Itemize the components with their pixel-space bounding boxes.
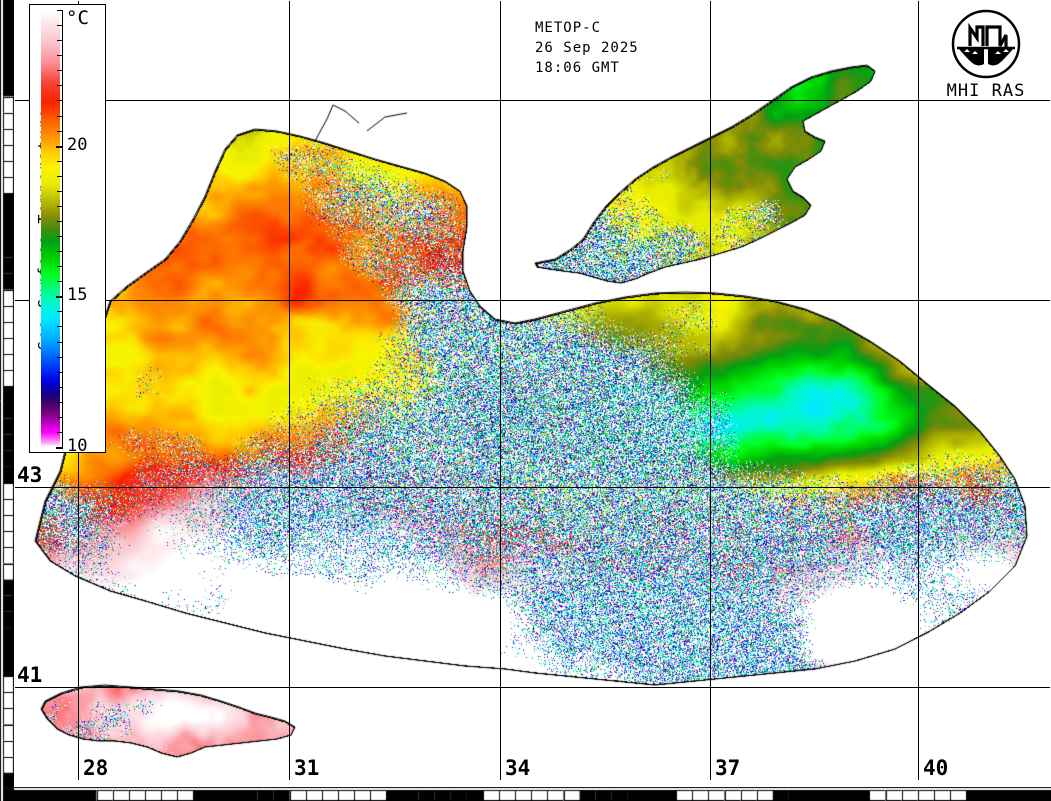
colorbar-tick bbox=[56, 145, 63, 148]
colorbar-tick-label: 15 bbox=[67, 285, 88, 306]
colorbar-tick bbox=[57, 326, 63, 328]
acquisition-date: 26 Sep 2025 bbox=[535, 40, 639, 56]
colorbar-tick bbox=[56, 447, 63, 449]
colorbar-tick bbox=[57, 371, 63, 373]
colorbar-tick bbox=[57, 281, 63, 283]
colorbar-tick bbox=[57, 356, 63, 358]
colorbar-tick-label: 20 bbox=[67, 134, 88, 155]
sst-raster-image bbox=[15, 1, 1050, 780]
longitude-tick-label: 34 bbox=[505, 756, 531, 780]
colorbar-tick bbox=[57, 115, 63, 117]
gridline-horizontal bbox=[15, 687, 1050, 688]
colorbar-tick bbox=[57, 190, 63, 192]
colorbar-tick bbox=[57, 130, 63, 132]
latitude-tick-label: 43 bbox=[17, 463, 43, 487]
longitude-tick-label: 37 bbox=[715, 756, 741, 780]
colorbar-tick bbox=[57, 311, 63, 313]
gridline-horizontal bbox=[15, 100, 1050, 101]
colorbar-tick bbox=[57, 85, 63, 87]
colorbar-tick-label: 10 bbox=[67, 436, 88, 456]
colorbar-tick bbox=[57, 205, 63, 207]
gridline-vertical bbox=[289, 1, 290, 780]
gridline-horizontal bbox=[15, 487, 1050, 488]
longitude-tick-label: 28 bbox=[83, 756, 109, 780]
colorbar-tick bbox=[57, 251, 63, 253]
colorbar-tick bbox=[57, 25, 63, 27]
left-ruler-scale bbox=[0, 0, 14, 801]
colorbar-tick bbox=[57, 266, 63, 268]
colorbar-tick bbox=[57, 55, 63, 57]
colorbar-tick bbox=[57, 160, 63, 162]
gridline-vertical bbox=[710, 1, 711, 780]
colorbar-tick bbox=[57, 341, 63, 343]
colorbar-tick bbox=[57, 236, 63, 237]
organization-abbr: MHI RAS bbox=[946, 81, 1026, 101]
acquisition-time: 18:06 GMT bbox=[535, 60, 620, 76]
colorbar-tick bbox=[57, 40, 63, 42]
colorbar-tick bbox=[57, 100, 63, 102]
organization-logo: MHI RAS bbox=[930, 8, 1042, 100]
gridline-vertical bbox=[500, 1, 501, 780]
map-plot-area bbox=[15, 1, 1050, 780]
colorbar-tick bbox=[57, 10, 63, 11]
colorbar-tick bbox=[56, 296, 63, 299]
mhi-ras-emblem-icon bbox=[951, 9, 1021, 79]
colorbar-tick bbox=[57, 416, 63, 418]
colorbar-tick bbox=[57, 70, 63, 72]
longitude-tick-label: 40 bbox=[923, 756, 949, 780]
colorbar-tick bbox=[57, 431, 63, 433]
acquisition-info: METOP-C 26 Sep 2025 18:06 GMT bbox=[535, 18, 639, 78]
gridline-horizontal bbox=[15, 300, 1050, 301]
colorbar-unit-label: °C bbox=[66, 7, 89, 29]
colorbar-tick bbox=[57, 386, 63, 388]
longitude-tick-label: 31 bbox=[294, 756, 320, 780]
gridline-vertical bbox=[918, 1, 919, 780]
colorbar-tick bbox=[57, 175, 63, 177]
colorbar-tick bbox=[57, 401, 63, 403]
satellite-name: METOP-C bbox=[535, 20, 602, 36]
colorbar-axis-line bbox=[62, 10, 63, 447]
bottom-ruler-scale bbox=[0, 787, 1051, 801]
latitude-tick-label: 41 bbox=[17, 663, 43, 687]
colorbar-tick bbox=[57, 221, 63, 222]
colorbar-gradient bbox=[41, 10, 60, 447]
